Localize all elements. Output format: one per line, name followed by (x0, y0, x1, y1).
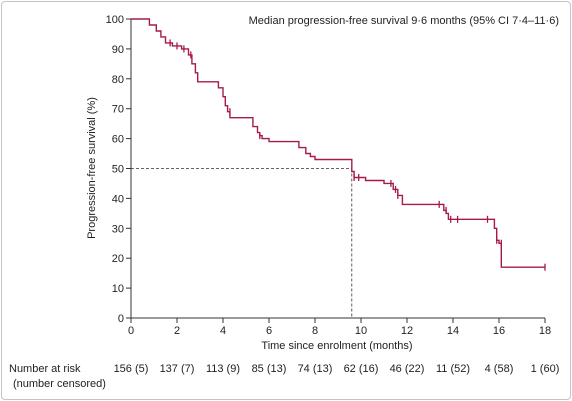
x-tick-label: 16 (493, 325, 505, 337)
y-tick-label: 0 (118, 313, 124, 325)
y-tick-label: 70 (112, 104, 124, 116)
y-tick-label: 50 (112, 164, 124, 176)
x-tick-label: 12 (401, 325, 413, 337)
x-tick-label: 0 (128, 325, 134, 337)
y-tick-label: 90 (112, 44, 124, 56)
risk-label-line1: Number at risk (9, 363, 81, 375)
risk-value: 11 (52) (436, 363, 470, 375)
x-tick-label: 4 (220, 325, 226, 337)
y-tick-label: 10 (112, 283, 124, 295)
x-ticks: 0 2 4 6 8 10 12 14 16 18 (128, 318, 551, 337)
survival-curve (131, 18, 545, 268)
risk-value: 62 (16) (344, 363, 379, 375)
x-tick-label: 8 (312, 325, 318, 337)
risk-value: 46 (22) (390, 363, 425, 375)
risk-value: 1 (60) (531, 363, 560, 375)
number-at-risk-row: 156 (5) 137 (7) 113 (9) 85 (13) 74 (13) 62 (1… (114, 363, 560, 375)
y-tick-label: 20 (112, 253, 124, 265)
risk-value: 137 (7) (160, 363, 195, 375)
x-tick-label: 6 (266, 325, 272, 337)
y-tick-label: 80 (112, 74, 124, 86)
risk-value: 156 (5) (114, 363, 149, 375)
median-annotation: Median progression-free survival 9·6 mon… (249, 15, 559, 27)
risk-value: 74 (13) (298, 363, 333, 375)
x-tick-label: 10 (355, 325, 367, 337)
y-tick-label: 100 (106, 14, 124, 26)
y-ticks: 0 10 20 30 40 50 60 70 80 90 100 (106, 14, 131, 325)
x-tick-label: 14 (447, 325, 459, 337)
risk-label-line2: (number censored) (13, 378, 106, 390)
censor-marks (169, 39, 546, 271)
y-axis-title: Progression-free survival (%) (86, 97, 98, 239)
risk-value: 4 (58) (485, 363, 514, 375)
x-tick-label: 2 (174, 325, 180, 337)
reference-lines (131, 168, 353, 318)
x-tick-label: 18 (539, 325, 551, 337)
risk-value: 113 (9) (206, 363, 240, 375)
survival-curve-group (131, 18, 545, 268)
risk-value: 85 (13) (252, 363, 287, 375)
y-tick-label: 30 (112, 223, 124, 235)
y-tick-label: 60 (112, 134, 124, 146)
x-axis-title: Time since enrolment (months) (261, 340, 412, 352)
y-tick-label: 40 (112, 193, 124, 205)
